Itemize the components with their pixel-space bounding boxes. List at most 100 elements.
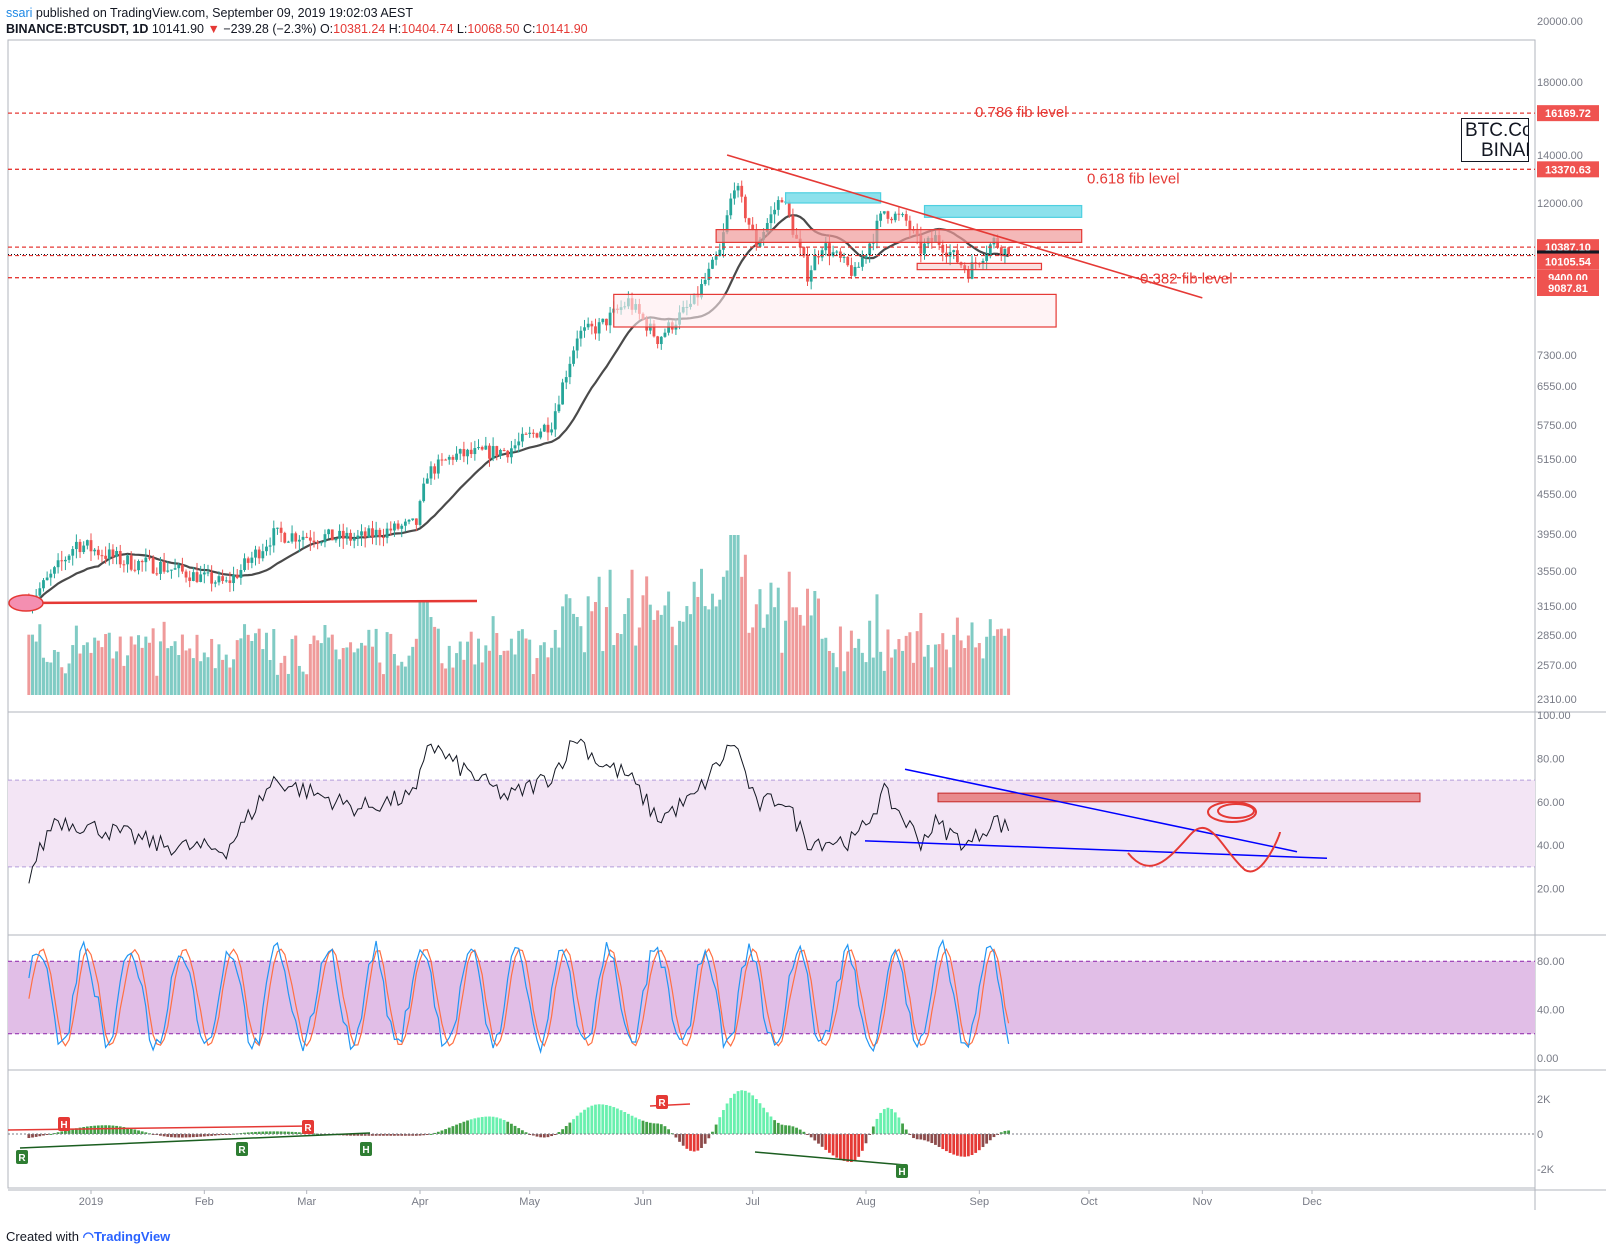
tradingview-brand[interactable]: TradingView bbox=[93, 1229, 171, 1244]
candle-body bbox=[890, 218, 893, 221]
candle-body bbox=[96, 549, 100, 556]
momentum-bar bbox=[765, 1112, 769, 1134]
momentum-bar bbox=[184, 1134, 188, 1138]
volume-bar bbox=[487, 650, 491, 695]
candle-body bbox=[334, 538, 338, 541]
candle-body bbox=[360, 531, 363, 536]
candle-body bbox=[524, 433, 528, 435]
momentum-bar bbox=[974, 1134, 978, 1153]
candle-body bbox=[447, 456, 451, 460]
volume-bar bbox=[433, 626, 437, 695]
volume-bar bbox=[180, 634, 184, 695]
volume-bar bbox=[250, 641, 254, 695]
candle-body bbox=[129, 555, 133, 570]
volume-bar bbox=[593, 602, 597, 695]
momentum-bar bbox=[795, 1127, 798, 1134]
candle-body bbox=[531, 432, 535, 434]
momentum-bar bbox=[243, 1132, 246, 1134]
tradingview-logo-icon[interactable]: ◠ bbox=[82, 1229, 94, 1244]
momentum-bar bbox=[791, 1126, 795, 1134]
momentum-bar bbox=[34, 1134, 38, 1137]
volume-bar bbox=[451, 667, 455, 695]
momentum-bar bbox=[466, 1120, 469, 1134]
candle-body bbox=[787, 201, 791, 216]
candle-body bbox=[400, 525, 404, 529]
author-link[interactable]: ssari bbox=[6, 6, 33, 20]
divergence-marker-label: R bbox=[238, 1145, 246, 1156]
momentum-bar bbox=[38, 1134, 42, 1137]
momentum-bar bbox=[915, 1134, 919, 1140]
candle-body bbox=[952, 250, 956, 253]
candle-body bbox=[239, 570, 243, 578]
volume-bar bbox=[447, 645, 451, 695]
candles bbox=[27, 180, 1010, 614]
zone-box bbox=[916, 262, 1043, 271]
volume-bar bbox=[286, 673, 290, 695]
volume-bar bbox=[1007, 628, 1011, 695]
volume-bar bbox=[213, 668, 217, 695]
candle-body bbox=[572, 350, 575, 364]
candle-body bbox=[550, 429, 554, 433]
volume-bar bbox=[944, 649, 948, 695]
momentum-bar bbox=[575, 1115, 579, 1134]
candle-body bbox=[188, 577, 192, 581]
momentum-bar bbox=[813, 1134, 817, 1141]
candle-body bbox=[213, 582, 217, 584]
stoch-k-line bbox=[28, 938, 1010, 1055]
candle-body bbox=[802, 246, 806, 257]
volume-bar bbox=[89, 652, 93, 695]
volume-bar bbox=[345, 647, 349, 695]
price-tick-label: 3150.00 bbox=[1537, 601, 1577, 613]
momentum-bar bbox=[491, 1116, 495, 1134]
candle-body bbox=[367, 528, 371, 538]
watermark-line1: BTC.Co bbox=[1465, 120, 1529, 141]
volume-bar bbox=[400, 661, 404, 695]
candle-body bbox=[210, 572, 214, 584]
volume-bar bbox=[981, 658, 985, 695]
price-tick-label: 4550.00 bbox=[1537, 489, 1577, 501]
momentum-bar bbox=[71, 1128, 75, 1134]
volume-bar bbox=[440, 663, 444, 695]
volume-bar bbox=[806, 588, 810, 695]
momentum-bar bbox=[966, 1134, 970, 1157]
volume-bar bbox=[615, 633, 619, 695]
momentum-bar bbox=[736, 1091, 740, 1134]
volume-bar bbox=[732, 535, 736, 695]
momentum-bar bbox=[96, 1125, 100, 1134]
volume-bar bbox=[762, 627, 766, 695]
momentum-bar bbox=[93, 1125, 97, 1134]
candle-body bbox=[268, 545, 272, 547]
momentum-bar bbox=[126, 1127, 129, 1134]
price-label-box bbox=[1537, 280, 1599, 297]
volume-bar bbox=[864, 662, 868, 695]
volume-bar bbox=[202, 652, 206, 695]
momentum-bar bbox=[462, 1121, 466, 1134]
stoch-band bbox=[8, 961, 1535, 1034]
candle-body bbox=[495, 446, 499, 457]
momentum-bar bbox=[170, 1134, 173, 1138]
volume-bar bbox=[959, 640, 963, 695]
volume-bar bbox=[444, 668, 448, 695]
candle-body bbox=[60, 560, 64, 562]
momentum-bar bbox=[619, 1110, 623, 1134]
momentum-bar bbox=[290, 1131, 294, 1134]
momentum-bar bbox=[502, 1119, 506, 1134]
momentum-bar bbox=[78, 1127, 82, 1134]
x-tick-label: Dec bbox=[1302, 1196, 1322, 1208]
momentum-bar bbox=[637, 1119, 641, 1134]
momentum-bar bbox=[754, 1099, 758, 1134]
candle-body bbox=[418, 501, 422, 525]
close-label: C: bbox=[522, 22, 536, 36]
momentum-bar bbox=[590, 1105, 594, 1134]
candle-body bbox=[765, 223, 769, 233]
momentum-bar bbox=[853, 1134, 857, 1161]
momentum-bar bbox=[444, 1129, 448, 1134]
candle-body bbox=[425, 478, 429, 484]
volume-bar bbox=[411, 646, 415, 695]
volume-bar bbox=[656, 610, 660, 695]
volume-bar bbox=[795, 607, 799, 695]
momentum-bar bbox=[999, 1132, 1003, 1134]
divergence-marker bbox=[58, 1117, 70, 1131]
footer-created-label: Created with bbox=[6, 1229, 79, 1244]
